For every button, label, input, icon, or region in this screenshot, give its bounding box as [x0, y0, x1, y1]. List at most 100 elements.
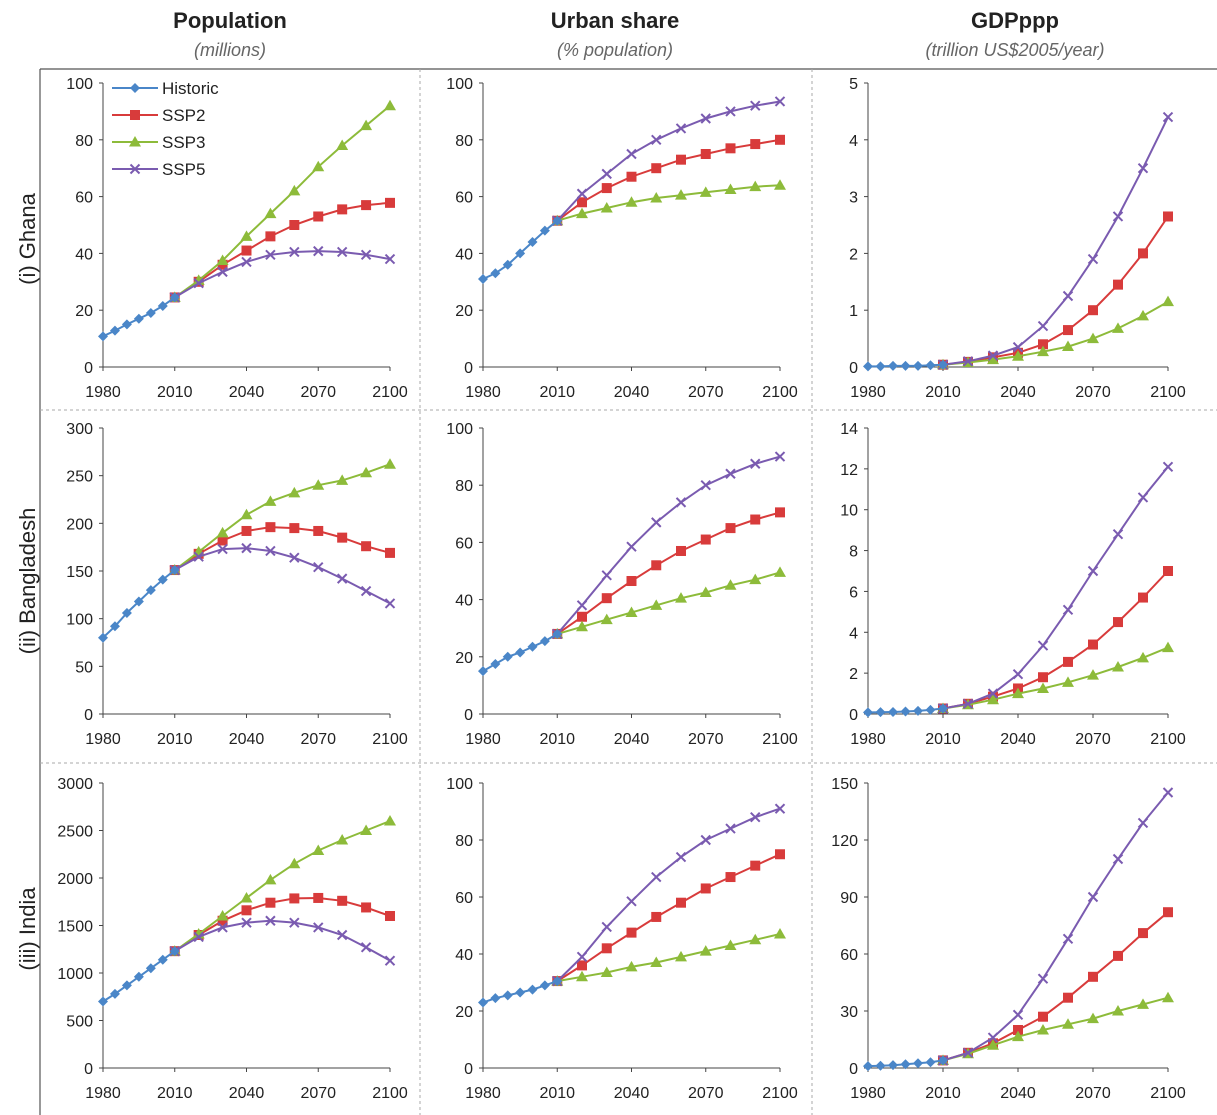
- row-label-ghana: (i) Ghana: [15, 193, 40, 285]
- y-tick-label: 1: [849, 303, 858, 320]
- y-tick-label: 0: [849, 360, 858, 377]
- point-ssp2: [775, 134, 785, 145]
- point-historic: [888, 706, 898, 717]
- point-historic: [130, 83, 140, 93]
- point-ssp5: [313, 561, 324, 573]
- y-tick-label: 3: [849, 190, 858, 207]
- x-tick-label: 2040: [614, 1085, 650, 1102]
- point-ssp3: [288, 184, 301, 196]
- legend-label-ssp5: SSP5: [162, 160, 205, 179]
- x-tick-label: 2010: [157, 731, 193, 748]
- point-ssp2: [1138, 592, 1148, 603]
- point-ssp5: [1037, 973, 1049, 984]
- x-tick-label: 2070: [300, 1085, 336, 1102]
- y-tick-label: 500: [66, 1014, 93, 1031]
- y-tick-label: 10: [840, 503, 858, 520]
- point-ssp3: [576, 620, 588, 632]
- point-ssp5: [1162, 787, 1174, 798]
- x-tick-label: 2100: [762, 731, 798, 748]
- point-ssp2: [1138, 928, 1148, 939]
- point-ssp3: [1012, 350, 1024, 361]
- series-line-ssp3: [174, 104, 391, 299]
- y-tick-label: 80: [455, 133, 473, 150]
- y-tick-label: 0: [84, 360, 93, 377]
- y-tick-label: 0: [849, 1061, 858, 1078]
- x-tick-label: 2010: [925, 1085, 961, 1102]
- point-ssp5: [576, 188, 588, 199]
- point-historic: [109, 621, 120, 632]
- series-line-ssp5: [556, 100, 781, 222]
- point-ssp2: [1163, 907, 1173, 918]
- point-historic: [527, 984, 538, 995]
- point-ssp2: [385, 547, 395, 558]
- point-ssp5: [675, 123, 687, 134]
- series-line-ssp2: [942, 215, 1169, 366]
- column-subtitle: (millions): [194, 40, 266, 60]
- point-ssp5: [1062, 933, 1074, 945]
- point-ssp3: [724, 579, 737, 590]
- row-label-india: (iii) India: [15, 887, 40, 971]
- x-tick-label: 2070: [1075, 731, 1111, 748]
- series-line-ssp2: [942, 570, 1169, 710]
- point-ssp3: [1112, 1005, 1124, 1016]
- point-ssp5: [313, 922, 324, 933]
- point-ssp5: [987, 350, 999, 361]
- x-tick-label: 2040: [614, 384, 650, 401]
- point-ssp2: [1063, 656, 1073, 667]
- point-ssp2: [750, 139, 761, 150]
- series-line-ssp5: [942, 116, 1169, 366]
- point-ssp5: [1087, 565, 1099, 577]
- x-tick-label: 2070: [300, 384, 336, 401]
- point-ssp5: [601, 921, 612, 933]
- point-ssp5: [601, 168, 612, 180]
- y-tick-label: 90: [840, 890, 858, 907]
- point-ssp3: [1162, 295, 1174, 307]
- point-ssp3: [336, 834, 349, 845]
- point-historic: [863, 361, 873, 372]
- x-tick-label: 2070: [688, 384, 724, 401]
- point-ssp5: [217, 922, 228, 933]
- y-tick-label: 60: [840, 947, 858, 964]
- y-tick-label: 0: [84, 1061, 93, 1078]
- point-ssp2: [601, 593, 612, 604]
- point-ssp3: [1087, 669, 1099, 680]
- point-ssp5: [1012, 1009, 1024, 1021]
- y-tick-label: 4: [849, 133, 858, 150]
- point-ssp5: [725, 468, 736, 479]
- point-ssp5: [601, 570, 612, 581]
- point-ssp3: [600, 613, 613, 625]
- x-tick-label: 2070: [1075, 384, 1111, 401]
- point-ssp5: [675, 497, 687, 508]
- series-line-ssp5: [556, 807, 781, 982]
- point-ssp2: [1038, 339, 1048, 350]
- point-historic: [133, 596, 144, 607]
- point-historic: [157, 954, 168, 965]
- point-ssp5: [217, 266, 228, 278]
- series-line-ssp5: [174, 250, 391, 299]
- point-ssp2: [750, 514, 761, 525]
- y-tick-label: 100: [446, 421, 473, 438]
- point-ssp2: [241, 525, 252, 536]
- point-historic: [900, 360, 911, 371]
- point-ssp2: [577, 197, 587, 208]
- panel-2-3: 0 2 4 6 8 10 12 14 1980 2010 2040 2070 2100: [840, 421, 1186, 748]
- point-ssp5: [700, 479, 711, 491]
- series-line-ssp5: [942, 791, 1169, 1062]
- point-ssp2: [1013, 1025, 1023, 1035]
- point-ssp5: [1062, 604, 1074, 616]
- point-historic: [169, 946, 180, 957]
- series-line-ssp2: [174, 526, 391, 571]
- point-ssp3: [774, 179, 786, 190]
- y-tick-label: 20: [455, 303, 473, 320]
- column-header-population: Population (millions): [40, 8, 420, 61]
- x-tick-label: 2070: [688, 731, 724, 748]
- x-tick-label: 2010: [925, 731, 961, 748]
- y-tick-label: 60: [75, 190, 93, 207]
- column-title: Population: [173, 8, 287, 33]
- y-tick-label: 40: [455, 593, 473, 610]
- point-ssp5: [626, 541, 637, 552]
- point-ssp2: [1063, 992, 1073, 1003]
- point-ssp3: [625, 606, 638, 617]
- point-historic: [539, 980, 550, 991]
